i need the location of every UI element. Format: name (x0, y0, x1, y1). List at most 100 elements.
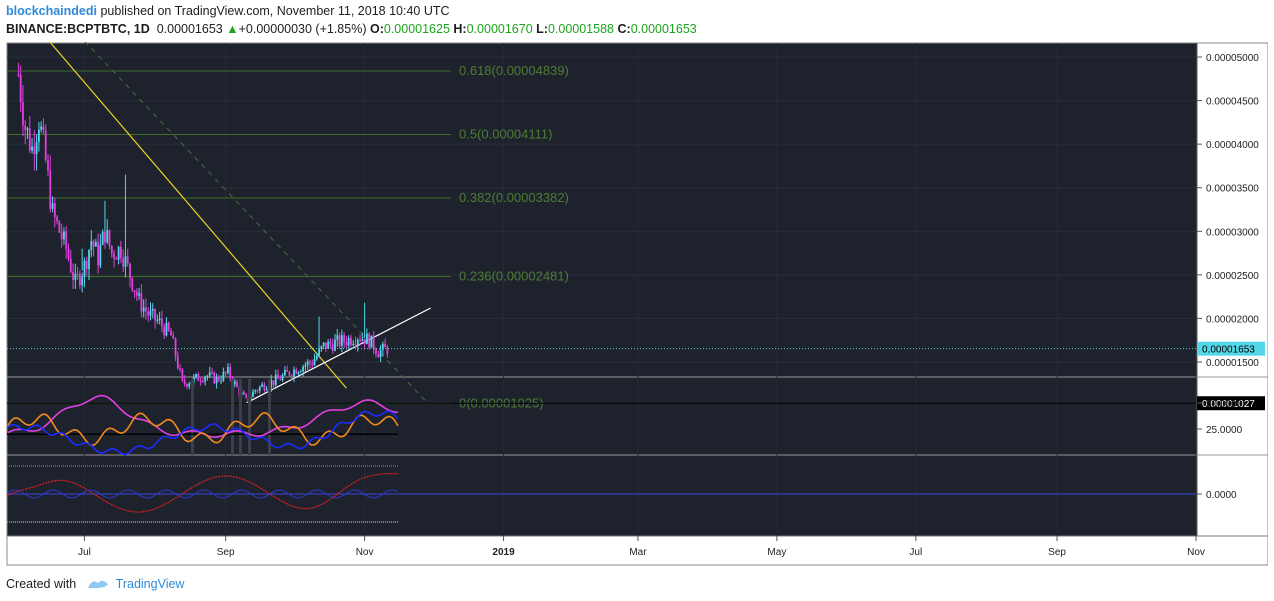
current-price-label: 0.00001653 (1202, 345, 1255, 356)
tradingview-link[interactable]: TradingView (115, 576, 185, 591)
candle-body (163, 326, 166, 336)
chart-area[interactable]: 0.618(0.00004839) 0.5(0.00004111) 0.382(0.… (6, 26, 1269, 566)
candle-body (217, 376, 220, 381)
fibonacci-levels: 0.618(0.00004839) 0.5(0.00004111) 0.382(0.… (7, 63, 569, 410)
candle-body (265, 389, 268, 391)
candle-body (129, 263, 131, 278)
candle-body (97, 242, 100, 266)
time-tick-label: Sep (217, 547, 235, 558)
published-text: published on TradingView.com, November 1… (100, 4, 450, 18)
candle-body (56, 216, 59, 222)
candle-body (245, 394, 248, 398)
candle-body (236, 381, 238, 387)
candle-body (131, 277, 134, 291)
time-tick-label: 2019 (492, 547, 515, 558)
candle-body (83, 260, 86, 277)
candle-body (329, 341, 332, 345)
candle-body (122, 258, 125, 267)
chart-svg[interactable]: 0.618(0.00004839) 0.5(0.00004111) 0.382(0.… (6, 26, 1269, 566)
fib-level-label: 0.5(0.00004111) (459, 126, 552, 141)
candle-body (286, 369, 289, 372)
trendline-uptrend[interactable] (245, 307, 431, 404)
candle-body (53, 203, 56, 217)
candle-body (356, 339, 359, 345)
candle-body (347, 337, 350, 346)
candle-body (283, 369, 286, 376)
candle-body (72, 272, 74, 280)
candle-body (179, 368, 182, 370)
candle-body (377, 354, 380, 358)
candle-body (160, 318, 163, 327)
candle-body (233, 381, 236, 385)
candle-body (195, 373, 197, 377)
candle-body (33, 146, 36, 155)
candle-body (242, 392, 245, 395)
candle-body (119, 246, 122, 259)
change-value: +0.00000030 (+1.85%) (238, 22, 367, 36)
candle-body (295, 369, 298, 374)
candle-body (22, 102, 24, 126)
candle-body (354, 343, 357, 345)
ind1-tick-label: 50.0000 (1206, 399, 1243, 410)
time-tick-label: Nov (1187, 547, 1205, 558)
indicator-pane-2 (7, 465, 1196, 523)
ind1-shade (191, 379, 194, 455)
candle-body (126, 256, 129, 264)
candle-body (322, 342, 325, 347)
candle-body (28, 128, 31, 151)
trendline-downtrend[interactable] (36, 26, 347, 389)
ind2-oscillator-line (7, 473, 399, 513)
price-axis-background (1197, 43, 1267, 536)
candle-body (206, 376, 209, 378)
author-link[interactable]: blockchaindedi (6, 4, 97, 18)
candle-body (158, 318, 161, 321)
candle-body (181, 369, 184, 381)
candle-body (108, 230, 111, 246)
candle-body (60, 232, 63, 240)
candle-body (17, 74, 20, 76)
candle-body (384, 343, 387, 348)
up-triangle-icon: ▲ (226, 22, 239, 36)
candle-body (35, 141, 38, 155)
candle-body (277, 374, 279, 379)
candle-body (324, 342, 327, 349)
time-axis[interactable]: Jul Sep Nov 2019 Mar May Jul Sep Nov (78, 536, 1205, 558)
candle-body (309, 361, 311, 364)
candle-body (274, 374, 277, 385)
candle-body (220, 380, 223, 382)
time-tick-label: Nov (356, 547, 374, 558)
candle-body (156, 320, 159, 322)
tradingview-logo-icon (86, 576, 110, 593)
price-tick-label: 0.00003500 (1206, 184, 1259, 195)
price-axis[interactable]: 0.00005000 0.00004500 0.00004000 0.00003500… (1197, 53, 1265, 501)
candle-body (94, 242, 97, 247)
candle-body (51, 203, 54, 209)
candle-body (74, 273, 77, 280)
candle-body (313, 359, 316, 366)
candle-body (31, 146, 33, 151)
candle-body (63, 231, 65, 240)
candle-body (211, 372, 213, 374)
candle-body (76, 273, 79, 275)
candle-body (147, 311, 150, 316)
open-value: 0.00001625 (383, 22, 450, 36)
candle-body (320, 346, 323, 349)
close-value: 0.00001653 (630, 22, 697, 36)
candle-body (272, 380, 275, 385)
candle-body (288, 371, 291, 376)
candle-body (204, 376, 207, 382)
time-tick-label: Sep (1048, 547, 1066, 558)
candle-body (176, 356, 179, 369)
ind1-di-plus-line (7, 410, 399, 456)
candle-body (279, 378, 282, 381)
footer: Created with TradingView (6, 576, 184, 593)
fib-level-label: 0.236(0.00002481) (459, 269, 569, 284)
candle-body (58, 221, 61, 233)
candle-body (201, 381, 204, 383)
grid (7, 43, 1197, 536)
high-label: H: (453, 22, 467, 36)
candle-body (140, 293, 143, 312)
candle-body (151, 308, 154, 311)
candle-body (26, 128, 29, 130)
candle-body (327, 341, 330, 349)
